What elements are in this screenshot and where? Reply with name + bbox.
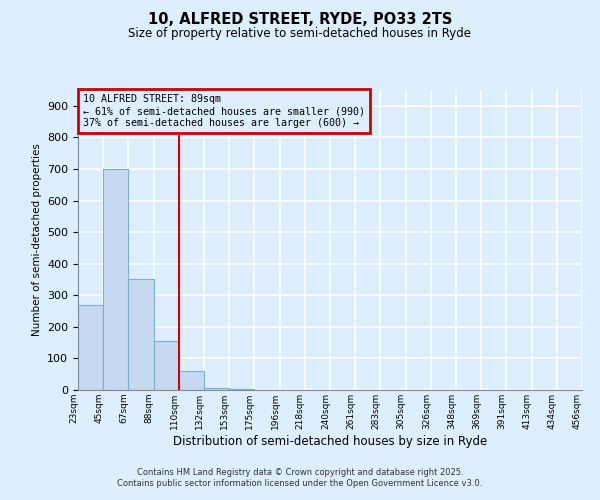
- Text: 10 ALFRED STREET: 89sqm
← 61% of semi-detached houses are smaller (990)
37% of s: 10 ALFRED STREET: 89sqm ← 61% of semi-de…: [83, 94, 365, 128]
- Bar: [78, 304, 103, 390]
- Bar: [154, 341, 179, 390]
- Text: Size of property relative to semi-detached houses in Ryde: Size of property relative to semi-detach…: [128, 28, 472, 40]
- Bar: [103, 169, 128, 390]
- Text: Contains HM Land Registry data © Crown copyright and database right 2025.
Contai: Contains HM Land Registry data © Crown c…: [118, 468, 482, 487]
- Text: 10, ALFRED STREET, RYDE, PO33 2TS: 10, ALFRED STREET, RYDE, PO33 2TS: [148, 12, 452, 28]
- Bar: [179, 371, 204, 390]
- X-axis label: Distribution of semi-detached houses by size in Ryde: Distribution of semi-detached houses by …: [173, 434, 487, 448]
- Bar: [128, 280, 154, 390]
- Y-axis label: Number of semi-detached properties: Number of semi-detached properties: [32, 144, 41, 336]
- Bar: [204, 388, 229, 390]
